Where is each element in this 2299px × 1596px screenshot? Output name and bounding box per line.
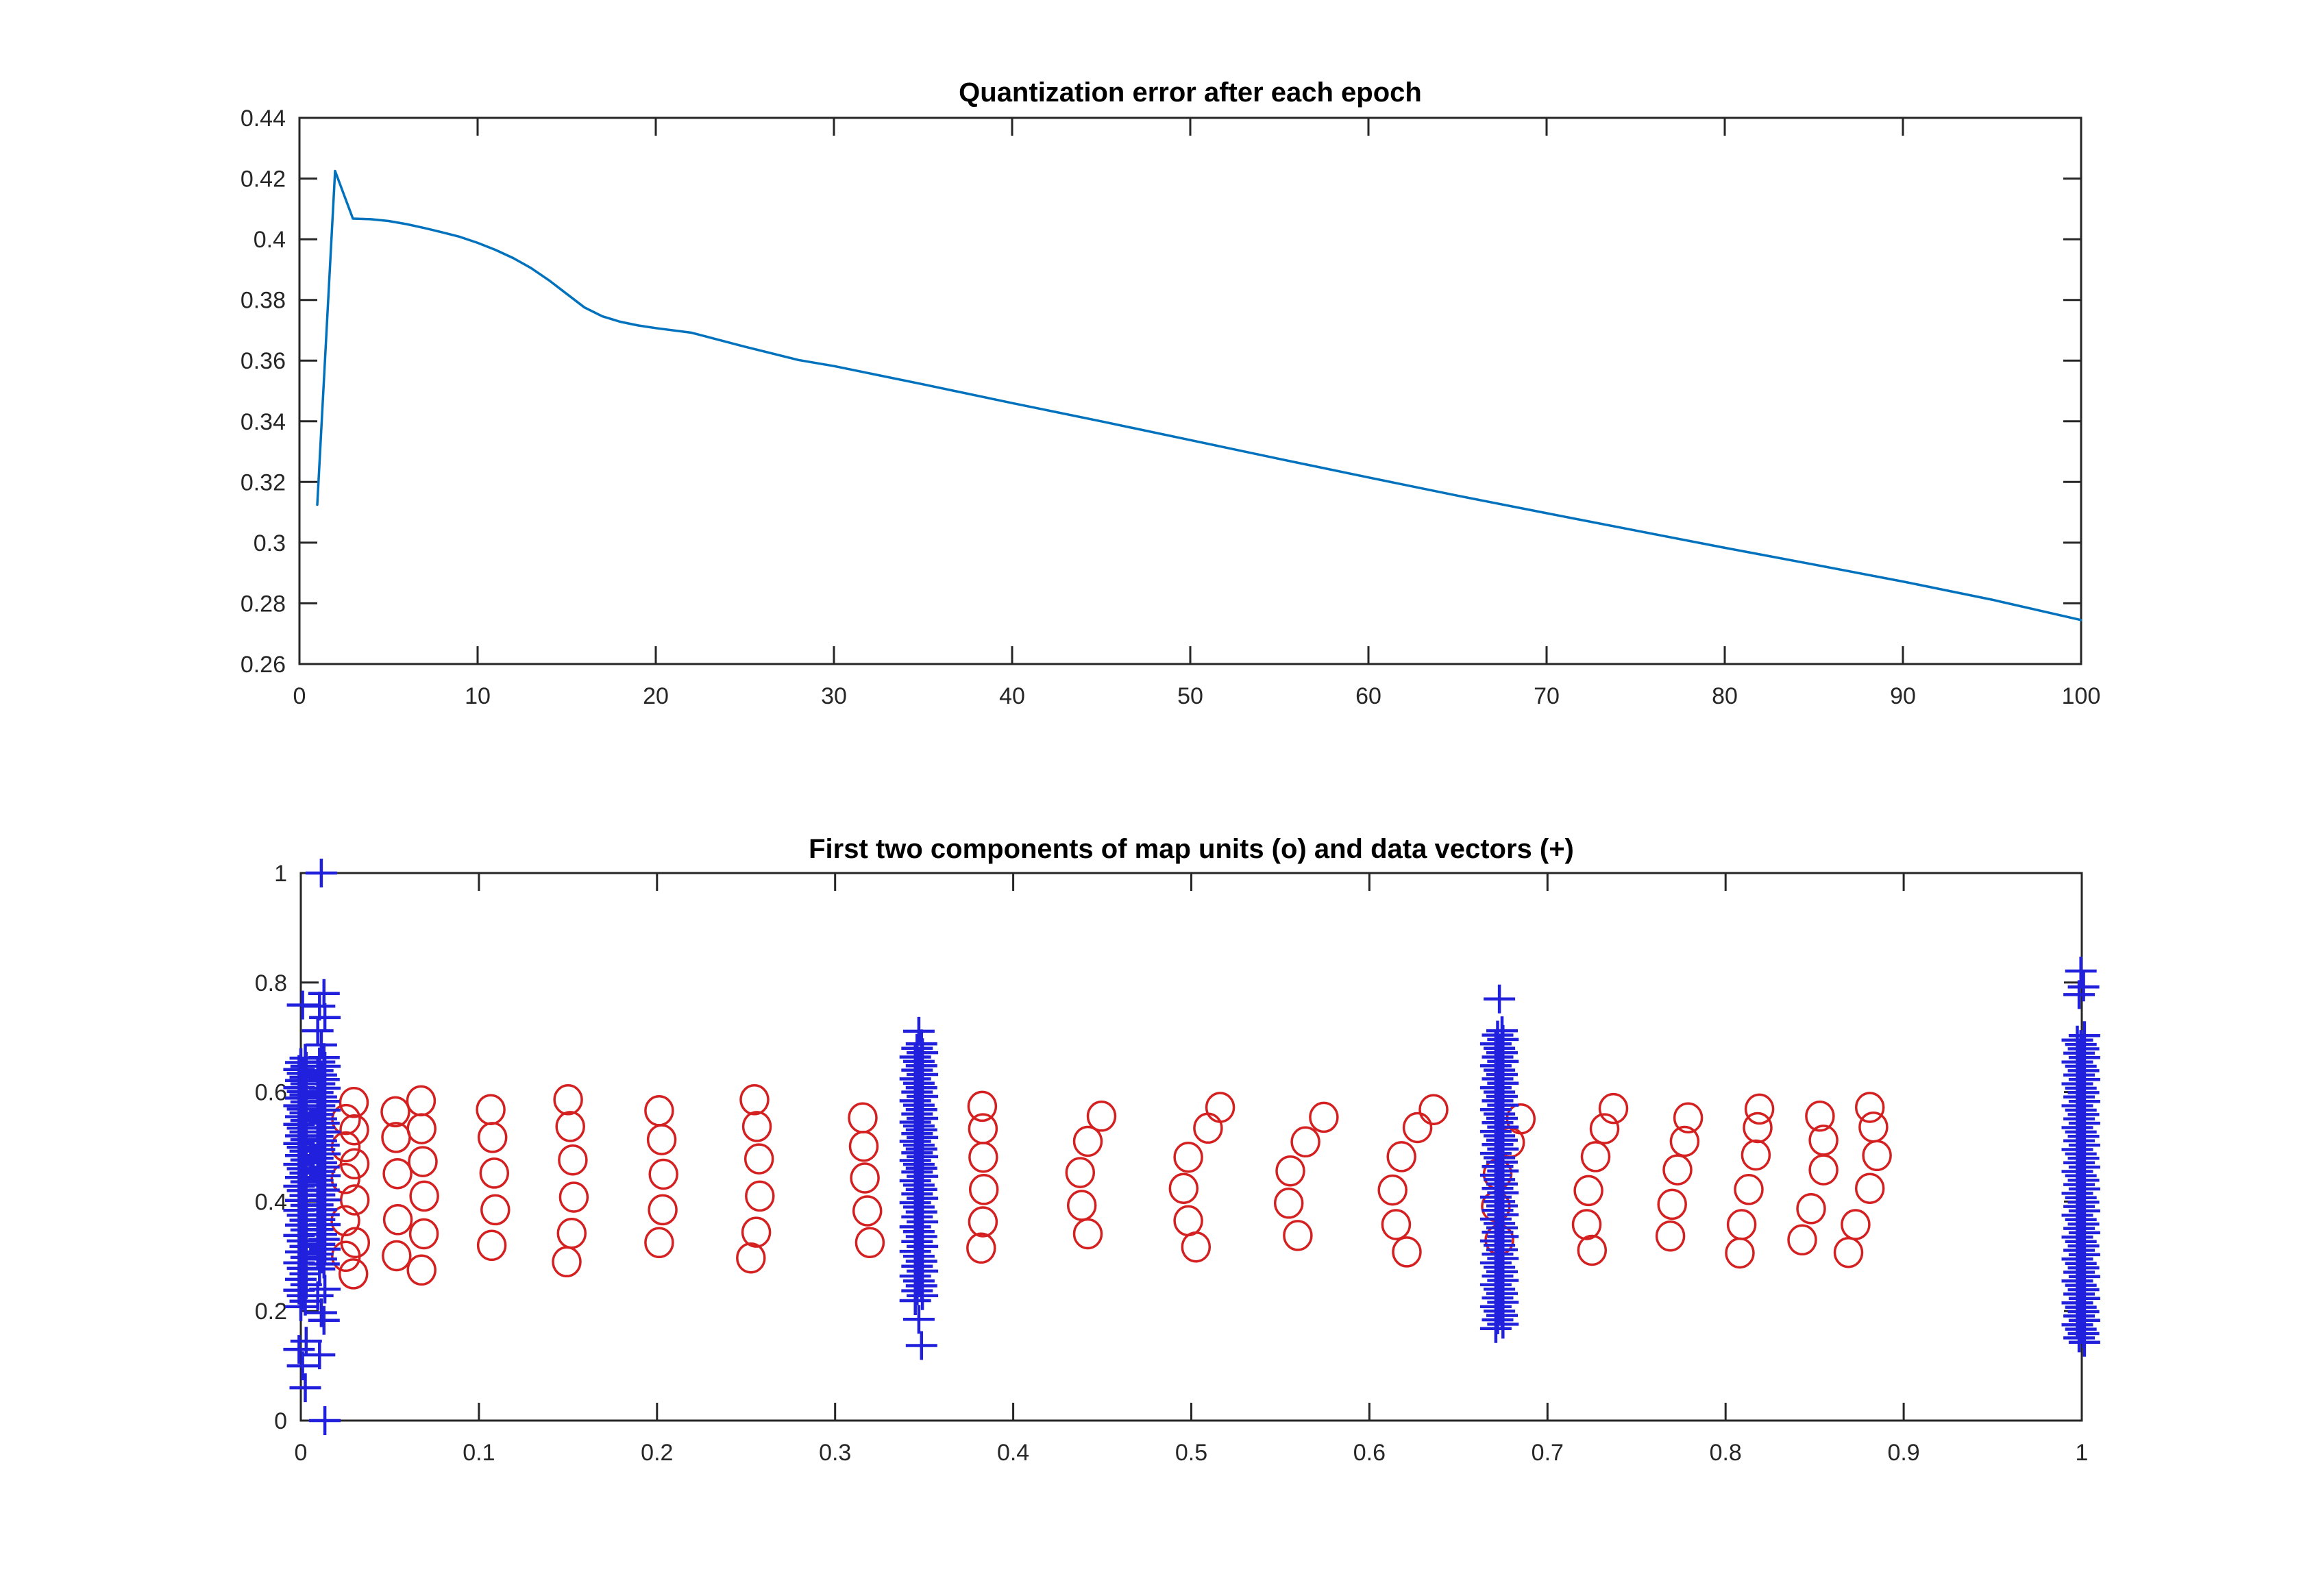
y-tick-label: 0.44 [241,106,286,132]
x-tick-label: 0.6 [1353,1440,1386,1466]
quantization-error-line [316,169,2082,622]
y-tick-label: 0.38 [241,288,286,314]
y-tick-label: 0.3 [254,530,286,556]
x-tick-label: 60 [1355,683,1381,709]
y-tick-label: 0 [274,1408,287,1434]
y-tick-label: 0.26 [241,652,286,678]
x-tick-label: 0.1 [463,1440,495,1466]
x-tick-label: 0 [295,1440,308,1466]
data-vector-plus-markers [283,859,2100,1435]
y-tick-label: 0.42 [241,167,286,193]
y-tick-label: 0.4 [255,1189,287,1215]
top-plot-title: Quantization error after each epoch [959,77,1422,108]
x-tick-label: 0.5 [1175,1440,1207,1466]
x-tick-label: 1 [2076,1440,2089,1466]
axis-ticks [298,116,2082,665]
x-tick-label: 20 [643,683,669,709]
axes-box [298,116,2082,665]
x-tick-label: 0.8 [1710,1440,1742,1466]
x-tick-label: 0 [293,683,306,709]
x-tick-label: 80 [1712,683,1738,709]
map-unit-circle-markers [330,1084,1892,1290]
y-tick-label: 0.32 [241,469,286,495]
x-tick-label: 10 [465,683,491,709]
y-tick-label: 0.28 [241,591,286,617]
y-tick-labels: 0.26 0.28 0.3 0.32 0.34 0.36 0.38 0.4 0.42 0.44 [241,106,286,678]
x-tick-label: 90 [1890,683,1916,709]
x-tick-label: 30 [821,683,847,709]
plot-som-components: 0 0.1 0.2 0.3 0.4 0.5 0.6 0.7 0.8 0.9 100.20.40.60… [255,859,2100,1466]
y-tick-label: 0.8 [255,970,287,996]
x-tick-label: 0.7 [1532,1440,1564,1466]
y-tick-label: 0.4 [254,227,286,253]
y-tick-label: 0.6 [255,1080,287,1106]
y-tick-label: 0.36 [241,348,286,374]
x-tick-label: 0.4 [997,1440,1029,1466]
x-tick-label: 0.2 [641,1440,673,1466]
x-tick-label: 0.9 [1887,1440,1919,1466]
x-tick-label: 40 [999,683,1025,709]
plot-quantization-error: 0 10 20 30 40 50 60 70 80 90 100 0.26 0.28 0.3 0.32 0.3… [241,106,2101,709]
x-tick-label: 0.3 [819,1440,851,1466]
x-tick-labels: 0 0.1 0.2 0.3 0.4 0.5 0.6 0.7 0.8 0.9 1 [295,1440,2089,1466]
bottom-plot-title: First two components of map units (o) an… [809,834,1574,864]
y-tick-label: 1 [274,861,287,887]
x-tick-labels: 0 10 20 30 40 50 60 70 80 90 100 [293,683,2101,709]
x-tick-label: 100 [2062,683,2101,709]
y-tick-labels: 0 0.2 0.4 0.6 0.8 1 [255,861,287,1434]
y-tick-label: 0.34 [241,409,286,435]
x-tick-label: 50 [1177,683,1203,709]
x-tick-label: 70 [1534,683,1560,709]
y-tick-label: 0.2 [255,1299,287,1325]
